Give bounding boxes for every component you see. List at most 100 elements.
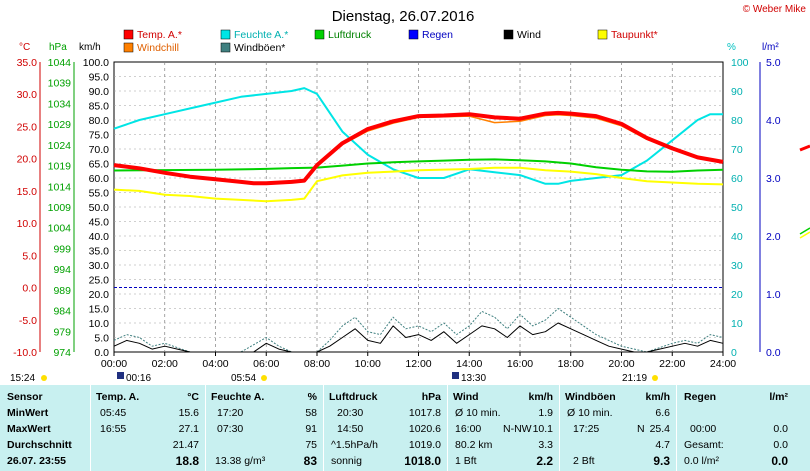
legend-label: Temp. A.*	[137, 29, 182, 41]
weather-chart: Dienstag, 26.07.2016 © Weber Mike °C hPa…	[10, 4, 810, 384]
y-tick-kmh: 100.0	[83, 57, 109, 69]
copyright: © Weber Mike	[743, 4, 807, 15]
x-tick-label: 20:00	[608, 358, 634, 370]
y-tick-hpa: 999	[53, 243, 71, 255]
y-tick-kmh: 10.0	[89, 318, 110, 330]
grid: 00:00 02:00 04:00 06:00 08:00 10:00 12:00 14:00…	[101, 61, 736, 370]
y-tick-pct: 10	[731, 318, 743, 330]
sensor-avg-label: Durchschnitt	[7, 439, 72, 451]
col-luftdruck: Luftdruck hPa 20:30 1017.8 14:50 1020.6 ^1.…	[323, 385, 448, 471]
y-tick-kmh: 95.0	[89, 72, 110, 84]
regen-r2-a: 00:00	[690, 423, 717, 435]
y-tick-kmh: 55.0	[89, 188, 110, 200]
sensor-min-label: MinWert	[7, 407, 49, 419]
wind-unit: km/h	[528, 391, 553, 403]
y-tick-kmh: 90.0	[89, 86, 110, 98]
y-tick-hpa: 1044	[48, 57, 72, 69]
chart-title: Dienstag, 26.07.2016	[332, 8, 475, 25]
legend-swatch	[220, 29, 231, 40]
boeen-r4-a: 2 Bft	[573, 455, 595, 467]
temp-max-val: 27.1	[178, 423, 199, 435]
regen-unit: l/m²	[769, 391, 788, 403]
series-lines	[113, 87, 724, 353]
edge-fragments	[799, 144, 810, 239]
summary-table: Sensor MinWert MaxWert Durchschnitt 26.0…	[0, 385, 810, 471]
x-tick-label: 22:00	[659, 358, 685, 370]
edge-red-mark	[799, 144, 810, 152]
moonset-time: 13:30	[461, 373, 486, 384]
luftdruck-avg-note: ^1.5hPa/h	[331, 439, 378, 451]
y-tick-celsius: -5.0	[19, 315, 37, 327]
legend-swatch	[123, 29, 134, 40]
y-tick-pct: 100	[731, 57, 749, 69]
y-tick-kmh: 15.0	[89, 304, 110, 316]
feuchte-max-time: 07:30	[217, 423, 244, 435]
feuchte-now-note: 13.38 g/m³	[215, 455, 266, 467]
boeen-r2-a: 17:25	[573, 423, 600, 435]
x-tick-label: 24:00	[710, 358, 736, 370]
y-tick-lm2: 1.0	[766, 289, 781, 301]
series-feuchte-a	[113, 87, 723, 185]
edge-green-mark	[799, 227, 810, 235]
luftdruck-min-val: 1017.8	[408, 407, 441, 419]
y-tick-lm2: 4.0	[766, 115, 781, 127]
legend: Temp. A.* Feuchte A.* Luftdruck Regen Wind Ta…	[123, 29, 658, 54]
legend-swatch	[123, 42, 134, 53]
x-tick-label: 16:00	[507, 358, 533, 370]
sun-moon-markers: 15:24 00:16 05:54 13:30 21:19	[10, 372, 658, 384]
y-tick-lm2: 5.0	[766, 57, 781, 69]
y-tick-celsius: 35.0	[17, 57, 38, 69]
wind-header: Wind	[453, 391, 479, 403]
y-tick-hpa: 1019	[48, 161, 72, 173]
sensor-header: Sensor	[7, 391, 43, 403]
regen-r3-a: Gesamt:	[684, 439, 724, 451]
moonset-icon	[452, 372, 459, 379]
y-tick-kmh: 30.0	[89, 260, 110, 272]
wind-r4-b: 2.2	[536, 454, 553, 468]
legend-swatch	[503, 29, 514, 40]
x-tick-label: 02:00	[152, 358, 178, 370]
x-tick-label: 12:00	[405, 358, 431, 370]
sunrise-icon	[261, 375, 267, 381]
luftdruck-max-val: 1020.6	[408, 423, 441, 435]
temp-header: Temp. A.	[96, 391, 140, 403]
temp-avg-val: 21.47	[172, 439, 199, 451]
y-tick-hpa: 979	[53, 326, 71, 338]
feuchte-avg-val: 75	[305, 439, 317, 451]
left-time-sun-icon	[41, 375, 47, 381]
y-tick-hpa: 974	[53, 347, 71, 359]
wind-r3-a: 80.2 km	[455, 439, 493, 451]
legend-swatch	[220, 42, 231, 53]
y-tick-celsius: -10.0	[13, 347, 37, 359]
boeen-r4-b: 9.3	[653, 454, 670, 468]
y-tick-kmh: 25.0	[89, 275, 110, 287]
regen-r2-b: 0.0	[773, 423, 788, 435]
y-tick-celsius: 20.0	[17, 154, 38, 166]
axes: 35.0 30.0 25.0 20.0 15.0 10.0 5.0 0.0 -5.0 -10.0 1…	[13, 57, 781, 359]
y-tick-pct: 20	[731, 289, 743, 301]
axis-label-celsius: °C	[19, 42, 30, 53]
y-tick-kmh: 40.0	[89, 231, 110, 243]
col-feuchte: Feuchte A.% 17:20 58 07:30 91 75 13.38 g/m…	[205, 385, 324, 471]
col-wind: Wind km/h Ø 10 min. 1.9 16:00 N-NW 10.1 80.2…	[447, 385, 560, 471]
y-tick-kmh: 45.0	[89, 217, 110, 229]
luftdruck-min-time: 20:30	[337, 407, 364, 419]
y-tick-hpa: 1029	[48, 119, 72, 131]
y-tick-hpa: 1009	[48, 202, 72, 214]
y-tick-pct: 90	[731, 86, 743, 98]
wind-r2-a: 16:00	[455, 423, 482, 435]
temp-now-val: 18.8	[175, 454, 199, 468]
y-tick-celsius: 10.0	[17, 218, 38, 230]
regen-r4-a: 0.0 l/m²	[684, 455, 720, 467]
wind-r1-b: 1.9	[538, 407, 553, 419]
y-tick-pct: 0	[731, 347, 737, 359]
luftdruck-avg-val: 1019.0	[408, 439, 441, 451]
luftdruck-now-note: sonnig	[331, 455, 362, 467]
y-tick-kmh: 5.0	[94, 333, 109, 345]
col-temp: Temp. A. °C 05:45 15.6 16:55 27.1 21.47 18.…	[90, 385, 206, 471]
axis-label-lm2: l/m²	[762, 42, 779, 53]
y-tick-kmh: 0.0	[94, 347, 109, 359]
y-tick-pct: 40	[731, 231, 743, 243]
y-tick-lm2: 2.0	[766, 231, 781, 243]
legend-swatch	[314, 29, 325, 40]
